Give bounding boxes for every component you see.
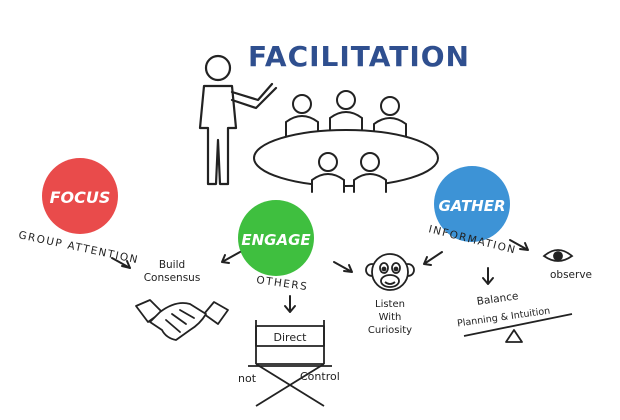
build-consensus-line2: Consensus (144, 272, 201, 284)
gather-label: GATHER (438, 197, 505, 215)
gather-node: GATHER (434, 166, 510, 242)
presenter-icon (198, 54, 278, 186)
balance-line2: Planning & Intuition (456, 306, 550, 330)
focus-subtitle: GROUP ATTENTION (17, 229, 140, 266)
build-consensus-line1: Build (159, 259, 185, 271)
not-label: not (238, 372, 257, 385)
listen-line1: Listen (375, 299, 405, 310)
listen-line3: Curiosity (368, 325, 412, 336)
diagram-title: FACILITATION (248, 40, 470, 73)
arrow-focus-to-consensus (111, 257, 131, 269)
director-chair-icon (248, 320, 332, 407)
balance-line1: Balance (476, 290, 519, 308)
focus-node: FOCUS (42, 158, 118, 234)
eye-icon (542, 249, 574, 262)
engage-node: ENGAGE (238, 200, 314, 276)
arrow-engage-to-chair (284, 295, 296, 313)
arrow-engage-to-monkey (333, 261, 353, 273)
focus-label: FOCUS (50, 188, 111, 207)
direct-label: Direct (274, 331, 308, 344)
gather-circle (434, 166, 510, 242)
engage-circle (238, 200, 314, 276)
meeting-table-icon (253, 90, 439, 193)
monkey-icon (365, 253, 415, 291)
arrow-engage-to-consensus (221, 251, 241, 264)
arrow-gather-to-monkey (423, 251, 443, 266)
engage-label: ENGAGE (241, 231, 311, 249)
handshake-icon (135, 299, 229, 341)
seesaw-icon (463, 313, 573, 343)
arrow-gather-to-observe (509, 239, 529, 251)
observe-label: observe (550, 269, 592, 281)
arrow-gather-to-balance (482, 267, 494, 285)
engage-subtitle: OTHERS (256, 274, 309, 293)
focus-circle (42, 158, 118, 234)
listen-line2: With (379, 312, 402, 323)
control-label: Control (300, 370, 340, 383)
